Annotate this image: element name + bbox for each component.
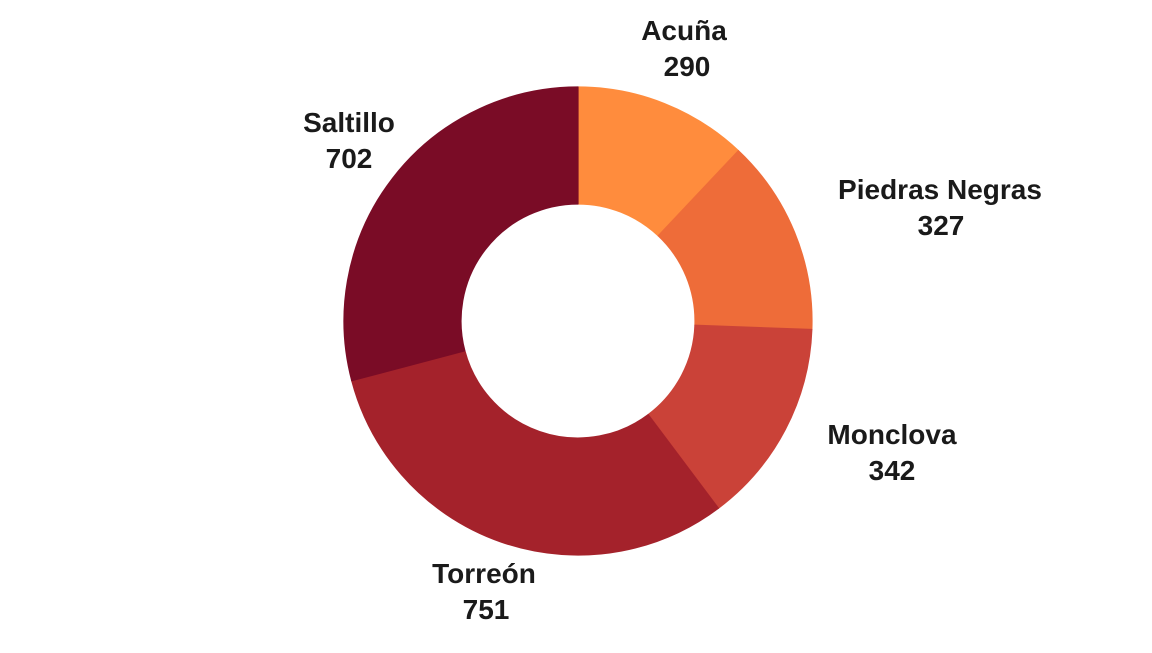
svg-text:Acuña: Acuña xyxy=(641,15,727,46)
svg-text:702: 702 xyxy=(326,143,373,174)
svg-text:Piedras Negras: Piedras Negras xyxy=(838,174,1042,205)
svg-text:Saltillo: Saltillo xyxy=(303,107,395,138)
svg-text:Torreón: Torreón xyxy=(432,558,536,589)
svg-text:751: 751 xyxy=(463,594,510,625)
svg-text:Monclova: Monclova xyxy=(827,419,957,450)
svg-text:327: 327 xyxy=(918,210,965,241)
svg-text:342: 342 xyxy=(869,455,916,486)
svg-text:290: 290 xyxy=(664,51,711,82)
